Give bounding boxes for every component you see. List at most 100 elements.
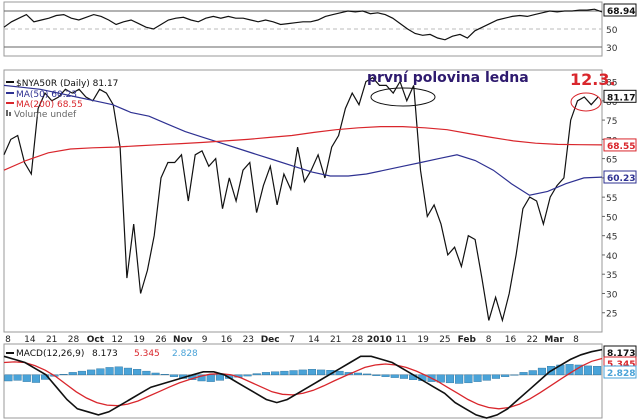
macd-histogram-bar-14 [133,369,142,376]
rsi-panel-frame [3,1,603,57]
macd-histogram-bar-50 [464,374,473,384]
macd-histogram-bar-53 [491,374,501,379]
macd-histogram-bar-39 [363,373,372,376]
macd-histogram-bar-36 [335,370,344,376]
price-tag-81.17-box [603,89,637,103]
macd-histogram-bar-2 [22,374,31,382]
rsi-tick-50: 50 [606,26,618,36]
date-tick-12: Dec [261,335,280,345]
rsi-line [3,8,603,41]
macd-tag-1: 5.345 [607,360,635,370]
price-line-nya50r [3,76,599,323]
date-tick-24: 22 [527,335,538,345]
price-panel-frame [3,69,603,333]
macd-tag-2-box [603,365,637,379]
date-tick-15: 21 [330,335,341,345]
price-legend: $NYA50R (Daily) 81.17 MA(50) 60.23 MA(20… [6,79,118,120]
macd-histogram-bar-34 [317,369,326,376]
date-tick-11: 23 [243,335,254,345]
date-tick-20: 25 [439,335,450,345]
macd-histogram-bar-48 [445,374,455,384]
price-tick-55: 55 [606,194,617,204]
rsi-tick-30: 30 [606,44,618,54]
date-tick-13: 7 [289,335,295,345]
macd-histogram-bar-10 [96,368,105,376]
date-tick-6: 19 [133,335,145,345]
legend-ma200: MA(200) 68.55 [16,100,83,110]
volume-icon-bar [9,112,11,116]
macd-histogram-bar-12 [114,366,123,376]
macd-histogram-bar-3 [31,374,40,383]
macd-histogram-bar-26 [243,374,252,377]
macd-histogram-bar-43 [399,374,409,379]
macd-panel-frame [3,343,603,419]
macd-histogram-bar-29 [271,371,280,376]
legend-signal-value: 5.345 [134,349,160,359]
macd-signal-line [3,357,603,410]
macd-histogram-bar-17 [160,374,169,376]
price-tick-45: 45 [606,233,617,243]
price-tick-85: 85 [606,79,617,89]
macd-histogram-bar-8 [77,370,86,376]
legend-macd-name: MACD(12,26,9) [16,349,84,359]
macd-legend: MACD(12,26,9) 8.173 5.345 2.828 [6,349,198,359]
macd-histogram-bar-23 [215,374,225,381]
macd-line [3,348,603,419]
legend-ma50: MA(50) 60.23 [16,90,77,100]
annotation-date-12-3: 12.3. [570,70,616,89]
date-tick-2: 21 [46,335,57,345]
price-tag-68.55-box [603,138,637,152]
macd-histogram-bar-54 [501,374,510,377]
macd-histogram-bar-6 [59,374,68,376]
macd-histogram-bar-18 [169,374,179,377]
annotation-ellipse-january [370,87,436,107]
macd-histogram-bar-58 [537,367,546,376]
macd-histogram-bar-49 [455,374,464,384]
price-tick-80: 80 [606,98,618,108]
date-tick-3: 28 [68,335,80,345]
legend-macd-value: 8.173 [92,349,118,359]
date-tick-9: 9 [202,335,208,345]
price-tick-75: 75 [606,117,617,127]
date-tick-17: 2010 [367,335,392,345]
price-tag-68.55: 68.55 [607,142,635,152]
macd-histogram-bar-41 [381,374,390,377]
macd-histogram-bar-33 [307,369,317,376]
macd-histogram-bar-63 [583,365,592,376]
macd-histogram-bar-7 [68,372,77,376]
date-tick-7: 26 [155,335,167,345]
price-tick-25: 25 [606,310,617,320]
price-line-ma200 [3,126,603,171]
macd-histogram-bar-1 [13,374,22,381]
price-tick-35: 35 [606,271,617,281]
price-tag-81.17: 81.17 [607,93,635,103]
macd-histogram-bar-32 [298,369,307,376]
annotation-first-half-january: první polovina ledna [367,70,529,86]
legend-volume: Volume undef [14,110,77,120]
date-tick-21: Feb [458,335,477,345]
macd-histogram-bar-40 [372,374,381,376]
price-tag-60.23: 60.23 [607,174,635,184]
price-tick-65: 65 [606,156,617,166]
macd-histogram-bar-52 [482,374,491,381]
macd-histogram-bar-9 [87,369,96,376]
date-tick-18: 11 [396,335,407,345]
date-tick-22: 8 [486,335,492,345]
annotation-ellipse-march [570,92,602,112]
price-line-ma50 [3,84,603,196]
date-tick-1: 14 [24,335,36,345]
macd-histogram-bar-56 [519,372,528,376]
rsi-last-value-box [603,3,637,17]
macd-histogram-bar-47 [436,374,445,383]
macd-histogram-bar-28 [261,372,271,376]
price-tick-30: 30 [606,290,618,300]
legend-nya50r: $NYA50R (Daily) 81.17 [16,79,118,89]
date-tick-0: 8 [5,335,11,345]
macd-histogram-bar-51 [473,374,482,382]
volume-icon [6,110,8,116]
date-tick-26: 8 [573,335,579,345]
rsi-panel: 70503068.94 [3,3,637,54]
macd-histogram-bar-13 [123,367,132,376]
date-tick-4: Oct [87,335,105,345]
